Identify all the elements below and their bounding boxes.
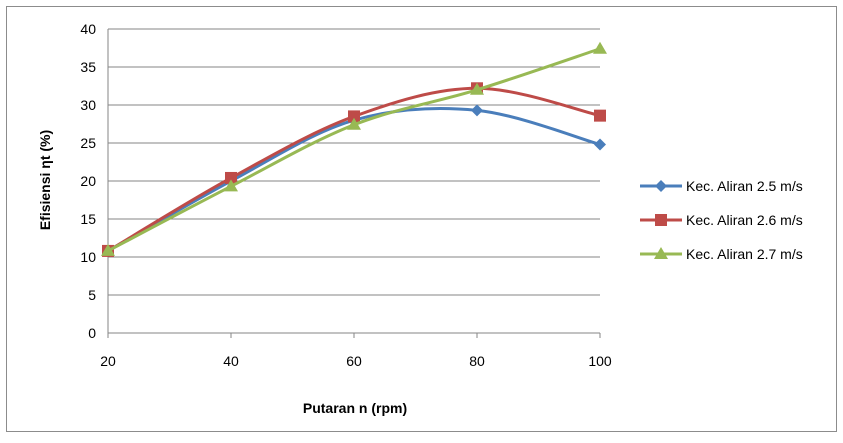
legend-item: Kec. Aliran 2.5 m/s xyxy=(640,178,803,194)
data-point-marker xyxy=(594,138,606,151)
data-point-marker xyxy=(594,109,606,122)
data-point-marker xyxy=(471,104,483,117)
y-tick-label: 0 xyxy=(88,325,96,341)
y-tick-label: 25 xyxy=(80,135,96,151)
x-tick-label: 40 xyxy=(223,353,239,369)
y-tick-label: 20 xyxy=(80,173,96,189)
legend-label: Kec. Aliran 2.5 m/s xyxy=(686,178,803,194)
x-axis-title: Putaran n (rpm) xyxy=(303,400,407,416)
data-point-marker xyxy=(225,171,237,184)
y-axis-title: Efisiensi ηt (%) xyxy=(37,130,53,230)
y-tick-label: 35 xyxy=(80,59,96,75)
y-tick-label: 10 xyxy=(80,249,96,265)
data-point-marker xyxy=(224,179,238,192)
legend-item: Kec. Aliran 2.6 m/s xyxy=(640,212,803,228)
y-tick-label: 40 xyxy=(80,21,96,37)
x-tick-label: 100 xyxy=(588,353,612,369)
data-point-marker xyxy=(347,117,361,130)
data-point-marker xyxy=(470,82,484,95)
data-point-marker xyxy=(348,110,360,123)
data-point-marker xyxy=(101,243,115,256)
legend-marker xyxy=(655,180,667,192)
y-tick-label: 30 xyxy=(80,97,96,113)
legend-marker xyxy=(654,247,668,259)
y-tick-label: 15 xyxy=(80,211,96,227)
series-2-7 xyxy=(101,41,607,256)
y-tick-label: 5 xyxy=(88,287,96,303)
legend-marker xyxy=(655,214,667,226)
x-tick-label: 80 xyxy=(469,353,485,369)
data-point-marker xyxy=(593,41,607,54)
legend-label: Kec. Aliran 2.7 m/s xyxy=(686,246,803,262)
x-tick-label: 60 xyxy=(346,353,362,369)
legend-item: Kec. Aliran 2.7 m/s xyxy=(640,246,803,262)
x-tick-label: 20 xyxy=(100,353,116,369)
legend-label: Kec. Aliran 2.6 m/s xyxy=(686,212,803,228)
